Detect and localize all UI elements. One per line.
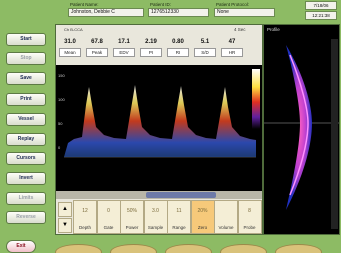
measurement-label: RI bbox=[167, 48, 189, 57]
oval-button[interactable] bbox=[55, 244, 102, 253]
toolbar-item[interactable]: 20% Zero bbox=[191, 200, 215, 234]
toolbar-item[interactable]: 11 Range bbox=[167, 200, 191, 234]
toolbar-label: Range bbox=[168, 225, 190, 230]
toolbar-value: 12 bbox=[74, 208, 96, 216]
y-tick-label: 100 bbox=[58, 97, 65, 102]
toolbar-label: Probe bbox=[239, 225, 261, 230]
sidebar-button: Reverse bbox=[6, 211, 46, 224]
toolbar-value: 20% bbox=[192, 208, 214, 216]
toolbar-label: Zero bbox=[192, 225, 214, 230]
sidebar-button[interactable]: Replay bbox=[6, 133, 46, 146]
sidebar-button[interactable]: Invert bbox=[6, 172, 46, 185]
sidebar-button[interactable]: Cursors bbox=[6, 152, 46, 165]
measurement-label: Peak bbox=[86, 48, 108, 57]
y-tick-label: 0 bbox=[58, 145, 61, 150]
sidebar-button[interactable]: Start bbox=[6, 33, 46, 46]
sidebar-button: Limits bbox=[6, 192, 46, 205]
sidebar-button[interactable]: Save bbox=[6, 72, 46, 85]
measurement-value: 17.1 bbox=[113, 38, 135, 47]
toolbar-value: 8 bbox=[239, 208, 261, 216]
oval-button[interactable] bbox=[220, 244, 267, 253]
spectral-svg: 150 100 50 0 bbox=[56, 65, 262, 191]
toolbar-item[interactable]: 0 Gate bbox=[97, 200, 121, 234]
spectral-display: 150 100 50 0 bbox=[56, 65, 262, 191]
toolbar-value: 11 bbox=[168, 208, 190, 216]
toolbar-icon bbox=[215, 208, 237, 216]
toolbar-label: Volume bbox=[215, 225, 237, 230]
channel-label: Ch B-CCA bbox=[64, 27, 83, 32]
scroll-thumb[interactable] bbox=[146, 192, 216, 198]
toolbar-item[interactable]: 50% Power bbox=[120, 200, 144, 234]
time: 12:21:38 bbox=[305, 11, 337, 20]
protocol-label: Patient Protocol: bbox=[216, 2, 249, 7]
measurement-value: 5.1 bbox=[194, 38, 216, 47]
patient-id: 1276512330 bbox=[148, 8, 209, 17]
sidebar-button[interactable]: Print bbox=[6, 93, 46, 106]
toolbar-value: 0 bbox=[98, 208, 120, 216]
oval-button[interactable] bbox=[275, 244, 322, 253]
oval-button[interactable] bbox=[110, 244, 157, 253]
profile-svg bbox=[264, 25, 339, 234]
measurement-value: 67.8 bbox=[86, 38, 108, 47]
toolbar-label: Depth bbox=[74, 225, 96, 230]
exit-button[interactable]: Exit bbox=[6, 240, 36, 253]
toolbar-item[interactable]: Volume bbox=[214, 200, 238, 234]
date: 7/18/06 bbox=[305, 1, 337, 10]
up-arrow[interactable]: ▲ bbox=[58, 202, 72, 217]
toolbar-label: Power bbox=[121, 225, 143, 230]
toolbar-item[interactable]: 8 Probe bbox=[238, 200, 262, 234]
spectral-waveform bbox=[64, 85, 256, 157]
toolbar-value: 50% bbox=[121, 208, 143, 216]
measurement-label: Mean bbox=[59, 48, 81, 57]
time-scale: 4 Sec bbox=[234, 27, 246, 32]
y-tick-label: 150 bbox=[58, 73, 65, 78]
patient-id-label: Patient ID: bbox=[150, 2, 171, 7]
sidebar-button[interactable]: Vessel bbox=[6, 113, 46, 126]
y-tick-label: 50 bbox=[58, 121, 63, 126]
app: Patient Name: Johnston, Debbie C Patient… bbox=[0, 0, 341, 253]
color-bar bbox=[252, 69, 260, 129]
profile-panel: Profile bbox=[263, 24, 340, 235]
toolbar-item[interactable]: 3.0 Sample bbox=[144, 200, 168, 234]
measurement-value: 2.19 bbox=[140, 38, 162, 47]
measurement-value: 0.80 bbox=[167, 38, 189, 47]
measurement-label: PI bbox=[140, 48, 162, 57]
oval-button[interactable] bbox=[165, 244, 212, 253]
measurement-value: 47 bbox=[221, 38, 243, 47]
measurement-value: 31.0 bbox=[59, 38, 81, 47]
toolbar-label: Gate bbox=[98, 225, 120, 230]
measurement-label: EDV bbox=[113, 48, 135, 57]
sidebar-button: Stop bbox=[6, 52, 46, 65]
protocol: None bbox=[214, 8, 275, 17]
scrollbar[interactable] bbox=[56, 191, 262, 199]
toolbar-value: 3.0 bbox=[145, 208, 167, 216]
profile-scale bbox=[331, 39, 338, 229]
patient-name-label: Patient Name: bbox=[70, 2, 99, 7]
measurement-label: S/D bbox=[194, 48, 216, 57]
down-arrow[interactable]: ▼ bbox=[58, 218, 72, 233]
toolbar-item[interactable]: 12 Depth bbox=[73, 200, 97, 234]
patient-name: Johnston, Debbie C bbox=[68, 8, 144, 17]
toolbar-label: Sample bbox=[145, 225, 167, 230]
measurement-label: HR bbox=[221, 48, 243, 57]
